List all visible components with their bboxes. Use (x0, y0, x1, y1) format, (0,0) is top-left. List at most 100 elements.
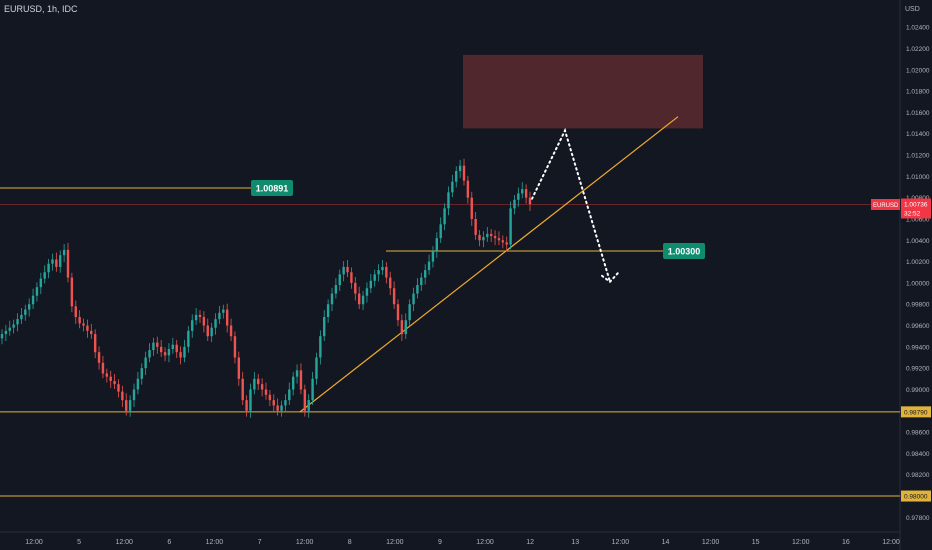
x-tick-label: 12:00 (206, 539, 224, 546)
y-tick-label: 1.01000 (906, 174, 930, 181)
candle-body (159, 346, 163, 353)
axis-level-label: 0.98790 (904, 409, 928, 416)
candle-body (493, 236, 497, 239)
y-tick-label: 0.97800 (906, 515, 930, 522)
candle-body (156, 342, 159, 347)
candle-body (144, 357, 147, 369)
x-tick-label: 12:00 (702, 539, 720, 546)
x-tick-label: 14 (662, 539, 670, 546)
candle-body (0, 334, 4, 339)
candle-body (55, 259, 58, 267)
candle-body (62, 249, 66, 256)
candle-body (27, 304, 31, 310)
candle-body (501, 240, 505, 243)
candle-body (458, 165, 462, 172)
projection-arrowhead (601, 270, 620, 284)
candle-body (43, 272, 46, 279)
candle-body (16, 319, 19, 325)
candle-body (400, 320, 404, 335)
candle-body (194, 314, 198, 321)
candle-body (524, 189, 528, 198)
candle-body (86, 325, 89, 331)
candle-body (455, 171, 458, 182)
candle-body (299, 370, 303, 390)
candle-body (392, 288, 396, 305)
candle-body (447, 192, 450, 209)
candle-body (338, 274, 341, 286)
candle-body (20, 314, 23, 320)
x-tick-label: 7 (258, 539, 262, 546)
y-tick-label: 1.00000 (906, 280, 930, 287)
candle-body (334, 285, 338, 294)
currency-label: USD (905, 6, 920, 13)
candle-body (113, 380, 116, 385)
candle-body (489, 233, 493, 237)
symbol-title: EURUSD, 1h, IDC (4, 4, 78, 14)
x-tick-label: 8 (348, 539, 352, 546)
candle-body (237, 357, 241, 379)
candle-body (435, 238, 439, 251)
level-tag-label: 1.00300 (668, 246, 701, 256)
candle-body (179, 352, 182, 358)
supply-zone[interactable] (463, 54, 703, 129)
candle-body (218, 312, 221, 320)
candle-body (105, 373, 109, 377)
candle-body (121, 391, 124, 401)
candle-body (291, 376, 295, 390)
candle-body (385, 266, 388, 278)
candle-body (167, 348, 171, 356)
candle-body (423, 270, 427, 278)
y-tick-label: 0.99600 (906, 323, 930, 330)
candle-body (191, 320, 194, 331)
level-tag-label: 1.00891 (256, 183, 289, 193)
candle-body (497, 238, 501, 241)
x-tick-label: 12:00 (115, 539, 133, 546)
candle-body (462, 165, 466, 181)
current-price-label: 1.00736 (904, 201, 928, 208)
candle-body (427, 261, 431, 271)
y-tick-label: 0.98600 (906, 430, 930, 437)
candle-body (307, 400, 310, 411)
trend-line[interactable] (299, 116, 679, 413)
candle-body (78, 317, 81, 324)
candle-body (513, 199, 516, 209)
candle-body (97, 352, 101, 363)
candle-body (101, 362, 105, 374)
projection-path[interactable] (531, 127, 611, 283)
x-tick-label: 9 (438, 539, 442, 546)
candle-body (187, 330, 190, 347)
candle-body (264, 389, 268, 395)
candle-body (253, 378, 256, 390)
candle-body (276, 405, 279, 411)
candle-body (319, 336, 322, 358)
candle-body (361, 295, 365, 305)
candle-body (373, 274, 376, 281)
x-tick-label: 15 (752, 539, 760, 546)
candle-body (505, 242, 508, 245)
x-tick-label: 12:00 (612, 539, 630, 546)
candle-body (136, 378, 140, 390)
axis-level-tag (901, 490, 931, 502)
candle-body (241, 378, 244, 401)
candle-body (416, 285, 419, 294)
level-tag (663, 242, 705, 259)
candle-body (51, 259, 54, 264)
candle-body (521, 189, 524, 194)
candle-body (350, 272, 353, 283)
candle-body (381, 266, 384, 271)
candle-body (342, 266, 345, 275)
candle-body (8, 327, 11, 331)
candle-body (257, 378, 260, 385)
candle-body (249, 389, 252, 411)
y-tick-label: 0.99000 (906, 387, 930, 394)
candle-body (222, 309, 225, 313)
candle-body (509, 208, 512, 245)
candle-body (233, 336, 237, 358)
candle-body (295, 370, 299, 377)
candle-body (4, 330, 8, 335)
candle-body (431, 250, 435, 262)
candle-body (357, 293, 361, 305)
candle-body (280, 405, 283, 411)
candle-body (365, 288, 369, 296)
